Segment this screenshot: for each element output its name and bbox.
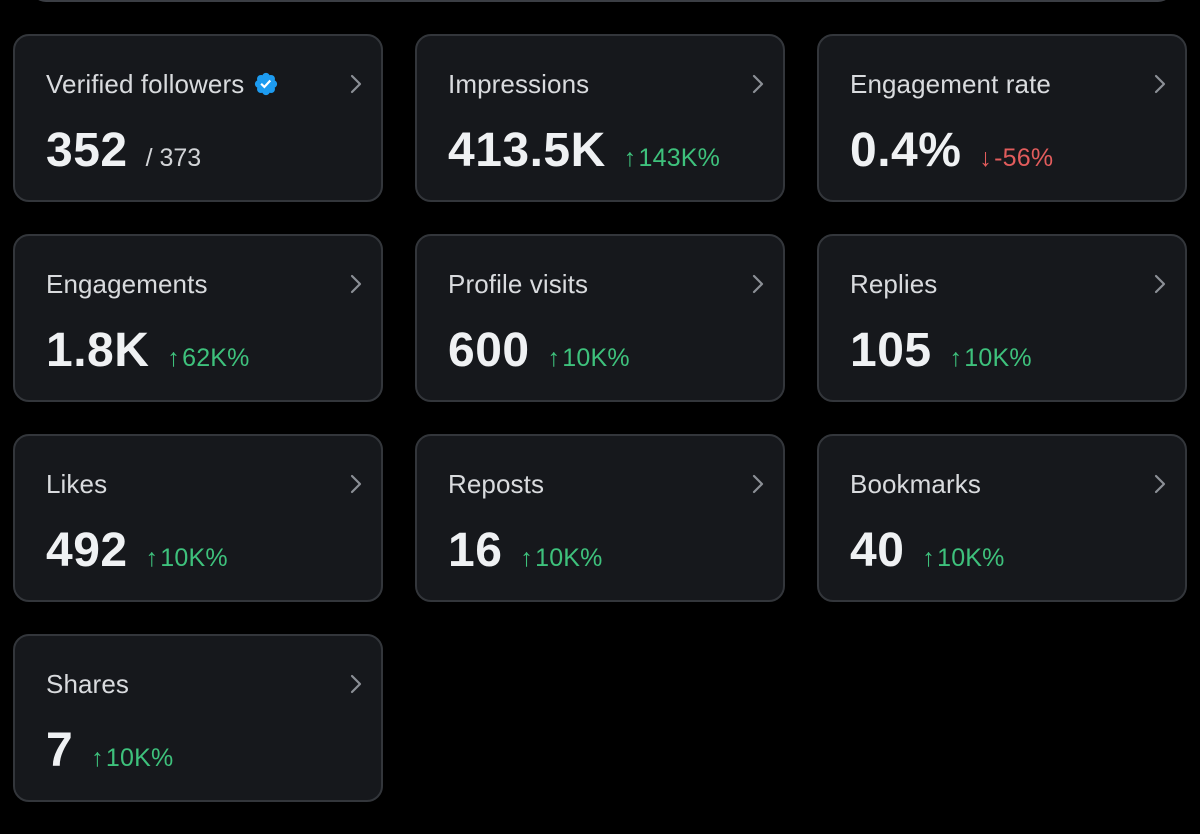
metric-value-row: 600 ↑10K% (448, 324, 630, 378)
metric-change-value: 10K% (562, 344, 630, 372)
metric-value: 16 (448, 524, 503, 577)
metric-title-label: Profile visits (448, 269, 589, 299)
metric-card-engagement-rate[interactable]: Engagement rate 0.4% ↓-56% (817, 34, 1187, 202)
chevron-right-icon (350, 674, 362, 694)
chevron-right-icon (350, 74, 362, 94)
verified-badge-icon (255, 72, 278, 96)
metric-title-label: Replies (850, 269, 938, 299)
metric-change: ↑10K% (146, 544, 228, 573)
arrow-up-icon: ↑ (520, 544, 534, 572)
metric-card-reposts[interactable]: Reposts 16 ↑10K% (415, 434, 785, 602)
metric-card-engagements[interactable]: Engagements 1.8K ↑62K% (13, 234, 383, 402)
metric-title: Replies (850, 268, 937, 300)
metric-title: Profile visits (448, 268, 588, 300)
metric-value-row: 0.4% ↓-56% (850, 124, 1053, 178)
metric-title-label: Shares (46, 669, 129, 699)
chevron-right-icon (350, 274, 362, 294)
metric-change: ↑143K% (624, 144, 720, 173)
arrow-up-icon: ↑ (167, 344, 181, 372)
metric-title-label: Impressions (448, 69, 590, 99)
metric-value: 600 (448, 324, 530, 377)
metric-change-value: 62K% (182, 344, 250, 372)
metric-card-likes[interactable]: Likes 492 ↑10K% (13, 434, 383, 602)
metric-value: 0.4% (850, 124, 962, 177)
metric-value: 7 (46, 724, 74, 777)
metric-title-label: Engagement rate (850, 69, 1051, 99)
metric-title: Engagements (46, 268, 208, 300)
metric-change: ↑10K% (91, 744, 173, 773)
arrow-up-icon: ↑ (922, 544, 936, 572)
metric-value: 40 (850, 524, 905, 577)
metric-card-profile-visits[interactable]: Profile visits 600 ↑10K% (415, 234, 785, 402)
metric-change-value: 143K% (638, 144, 721, 172)
arrow-up-icon: ↑ (623, 144, 637, 172)
metric-title: Shares (46, 668, 129, 700)
metric-value-row: 7 ↑10K% (46, 724, 173, 778)
metric-title-label: Reposts (448, 469, 545, 499)
metric-change-value: 10K% (105, 744, 174, 772)
chevron-right-icon (1154, 274, 1166, 294)
metric-card-bookmarks[interactable]: Bookmarks 40 ↑10K% (817, 434, 1187, 602)
metric-value: 105 (850, 324, 932, 377)
metric-title-label: Engagements (46, 269, 208, 299)
metric-card-shares[interactable]: Shares 7 ↑10K% (13, 634, 383, 802)
metric-title: Impressions (448, 68, 589, 100)
chevron-right-icon (1154, 74, 1166, 94)
metric-change: ↓-56% (979, 144, 1053, 173)
arrow-up-icon: ↑ (145, 544, 159, 572)
metric-value: 492 (46, 524, 128, 577)
metric-title: Bookmarks (850, 468, 981, 500)
metric-value-row: 1.8K ↑62K% (46, 324, 250, 378)
metric-title: Likes (46, 468, 107, 500)
chevron-right-icon (752, 274, 764, 294)
metric-value-row: 492 ↑10K% (46, 524, 228, 578)
metric-value-row: 105 ↑10K% (850, 324, 1032, 378)
metric-title: Reposts (448, 468, 544, 500)
metric-card-verified-followers[interactable]: Verified followers 352 / 373 (13, 34, 383, 202)
chevron-right-icon (1154, 474, 1166, 494)
arrow-up-icon: ↑ (949, 344, 963, 372)
chevron-right-icon (350, 474, 362, 494)
metric-change: ↑62K% (167, 344, 249, 373)
metric-title: Verified followers (46, 68, 279, 100)
metric-value: 352 (46, 124, 128, 177)
metric-title-label: Likes (46, 469, 108, 499)
metric-card-replies[interactable]: Replies 105 ↑10K% (817, 234, 1187, 402)
metric-change-value: 10K% (964, 344, 1032, 372)
metric-title-label: Bookmarks (850, 469, 981, 499)
metric-value: 1.8K (46, 324, 150, 377)
metric-change-value: 10K% (937, 544, 1005, 572)
metric-change-value: 10K% (160, 544, 228, 572)
metric-value-row: 16 ↑10K% (448, 524, 603, 578)
metric-value: 413.5K (448, 124, 606, 177)
metric-change-value: -56% (994, 144, 1054, 172)
metric-value-row: 413.5K ↑143K% (448, 124, 720, 178)
arrow-up-icon: ↑ (91, 744, 104, 772)
metric-change: ↑10K% (548, 344, 630, 373)
metrics-grid: Verified followers 352 / 373 Impressions… (13, 34, 1187, 802)
metric-title-label: Verified followers (46, 69, 245, 99)
previous-panel-edge (30, 0, 1174, 2)
metric-change: ↑10K% (950, 344, 1032, 373)
metric-total: / 373 (145, 144, 202, 172)
metric-change-value: 10K% (535, 544, 603, 572)
metric-value-row: 40 ↑10K% (850, 524, 1005, 578)
arrow-up-icon: ↑ (547, 344, 561, 372)
metric-title: Engagement rate (850, 68, 1051, 100)
metric-value-row: 352 / 373 (46, 124, 201, 178)
chevron-right-icon (752, 74, 764, 94)
arrow-down-icon: ↓ (979, 144, 993, 172)
chevron-right-icon (752, 474, 764, 494)
metric-change: ↑10K% (922, 544, 1004, 573)
metric-card-impressions[interactable]: Impressions 413.5K ↑143K% (415, 34, 785, 202)
metric-change: ↑10K% (520, 544, 602, 573)
